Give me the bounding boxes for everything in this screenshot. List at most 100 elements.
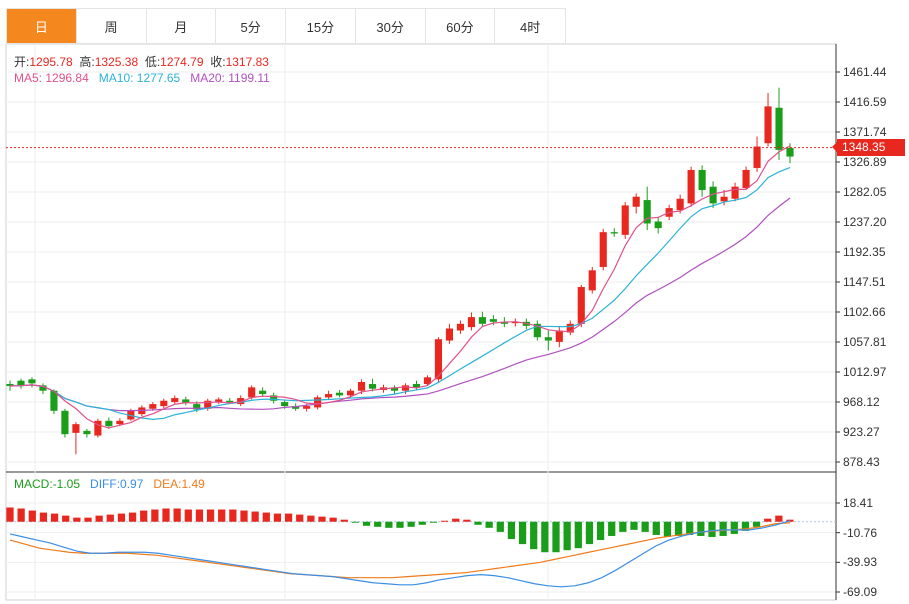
close-value: 1317.83 (225, 55, 269, 69)
candle-body (401, 385, 410, 391)
macd-histogram-bar (407, 521, 415, 527)
tab-0[interactable]: 日 (7, 9, 77, 43)
candle-body (676, 198, 684, 211)
macd-histogram-bar (262, 512, 270, 522)
macd-histogram-bar (663, 521, 672, 537)
period-tabs: 日周月 5分 15分 30分 60分 4时 (6, 8, 566, 44)
candle-body (116, 420, 124, 425)
macd-histogram-bar (764, 518, 772, 522)
price-tick-label: 1461.44 (843, 65, 887, 79)
high-value: 1325.38 (94, 55, 139, 69)
dea-label: DEA: (153, 477, 182, 491)
candle-body (555, 330, 563, 342)
ma10-value: 1277.65 (136, 71, 181, 85)
candle-body (599, 232, 607, 267)
tab-2[interactable]: 月 (147, 9, 217, 43)
macd-histogram-bar (106, 514, 114, 522)
tab-3[interactable]: 5分 (216, 9, 286, 43)
macd-info: MACD:-1.05 DIFF:0.97 DEA:1.49 (14, 477, 205, 491)
macd-histogram-bar (240, 510, 248, 522)
candle-body (753, 146, 761, 168)
macd-histogram-bar (440, 520, 449, 522)
macd-histogram-bar (229, 509, 237, 522)
candle-body (105, 420, 113, 427)
candle-body (511, 321, 519, 324)
macd-histogram-bar (195, 509, 204, 522)
candle-body (193, 404, 201, 410)
candle-body (149, 404, 157, 409)
macd-histogram-bar (429, 521, 438, 523)
candle-body (632, 196, 640, 207)
ma10-label: MA10: (98, 71, 134, 85)
macd-histogram-bar (530, 521, 538, 550)
dea-line (9, 522, 791, 579)
diff-label: DIFF: (90, 477, 121, 491)
macd-histogram-bar (206, 509, 215, 522)
open-value: 1295.78 (29, 55, 73, 69)
macd-histogram-bar (184, 509, 192, 522)
candle-body (325, 394, 333, 398)
low-label: 低: (144, 55, 161, 69)
candle-body (500, 321, 508, 324)
candle-body (336, 392, 344, 396)
macd-histogram-bar (95, 515, 103, 522)
candle-body (314, 397, 322, 408)
candle-body (83, 430, 91, 435)
macd-histogram-bar (62, 515, 70, 522)
candle-body (423, 377, 432, 385)
macd-histogram-bar (496, 521, 504, 532)
macd-histogram-bar (50, 513, 59, 522)
macd-histogram-bar (708, 521, 716, 537)
diff-value: 0.97 (120, 477, 144, 491)
candle-body (786, 147, 794, 157)
price-tick-label: 1102.66 (843, 305, 886, 319)
candle-body (72, 424, 80, 433)
macd-histogram-bar (474, 521, 482, 525)
macd-histogram-bar (140, 510, 148, 522)
tab-1[interactable]: 周 (77, 9, 147, 43)
candle-body (478, 317, 486, 324)
macd-histogram-bar (418, 521, 426, 525)
candle-body (577, 287, 585, 324)
macd-histogram-bar (218, 509, 226, 522)
ma20-label: MA20: (190, 71, 225, 85)
candle-body (489, 319, 497, 322)
candle-body (226, 400, 234, 403)
diff-line (9, 520, 791, 588)
tab-4[interactable]: 15分 (286, 9, 356, 43)
candle-body (215, 399, 223, 403)
candle-body (94, 420, 102, 436)
macd-histogram-bar (463, 519, 471, 522)
price-tick-label: 1012.97 (843, 365, 887, 379)
macd-histogram-bar (686, 521, 694, 535)
candle-body (533, 323, 541, 338)
macd-histogram-bar (630, 521, 638, 530)
macd-histogram-bar (730, 521, 738, 534)
macd-histogram-bar (719, 521, 727, 536)
low-value: 1274.79 (160, 55, 204, 69)
price-tick-label: 923.27 (843, 425, 880, 439)
macd-histogram-bar (552, 521, 560, 553)
tab-6[interactable]: 60分 (426, 9, 496, 43)
macd-histogram-bar (151, 509, 159, 522)
close-label: 收: (210, 55, 226, 69)
price-tick-label: 1192.35 (843, 245, 886, 259)
open-label: 开: (14, 55, 30, 69)
macd-histogram-bar (318, 516, 326, 522)
tab-5[interactable]: 30分 (356, 9, 426, 43)
candle-body (588, 270, 596, 291)
ohlc-info: 开:1295.78 高:1325.38 低:1274.79 收:1317.83 (14, 53, 269, 70)
candle-body (764, 106, 772, 144)
candle-body (775, 107, 783, 150)
macd-histogram-bar (518, 521, 527, 545)
candle-body (544, 337, 552, 341)
high-label: 高: (79, 55, 95, 69)
candle-body (445, 328, 454, 341)
candle-body (456, 323, 464, 331)
macd-tick-label: -39.93 (843, 555, 878, 570)
ma5-value: 1296.84 (45, 71, 89, 85)
macd-histogram-bar (775, 515, 783, 522)
dea-value: 1.49 (181, 477, 205, 491)
tab-7[interactable]: 4时 (520, 19, 541, 35)
